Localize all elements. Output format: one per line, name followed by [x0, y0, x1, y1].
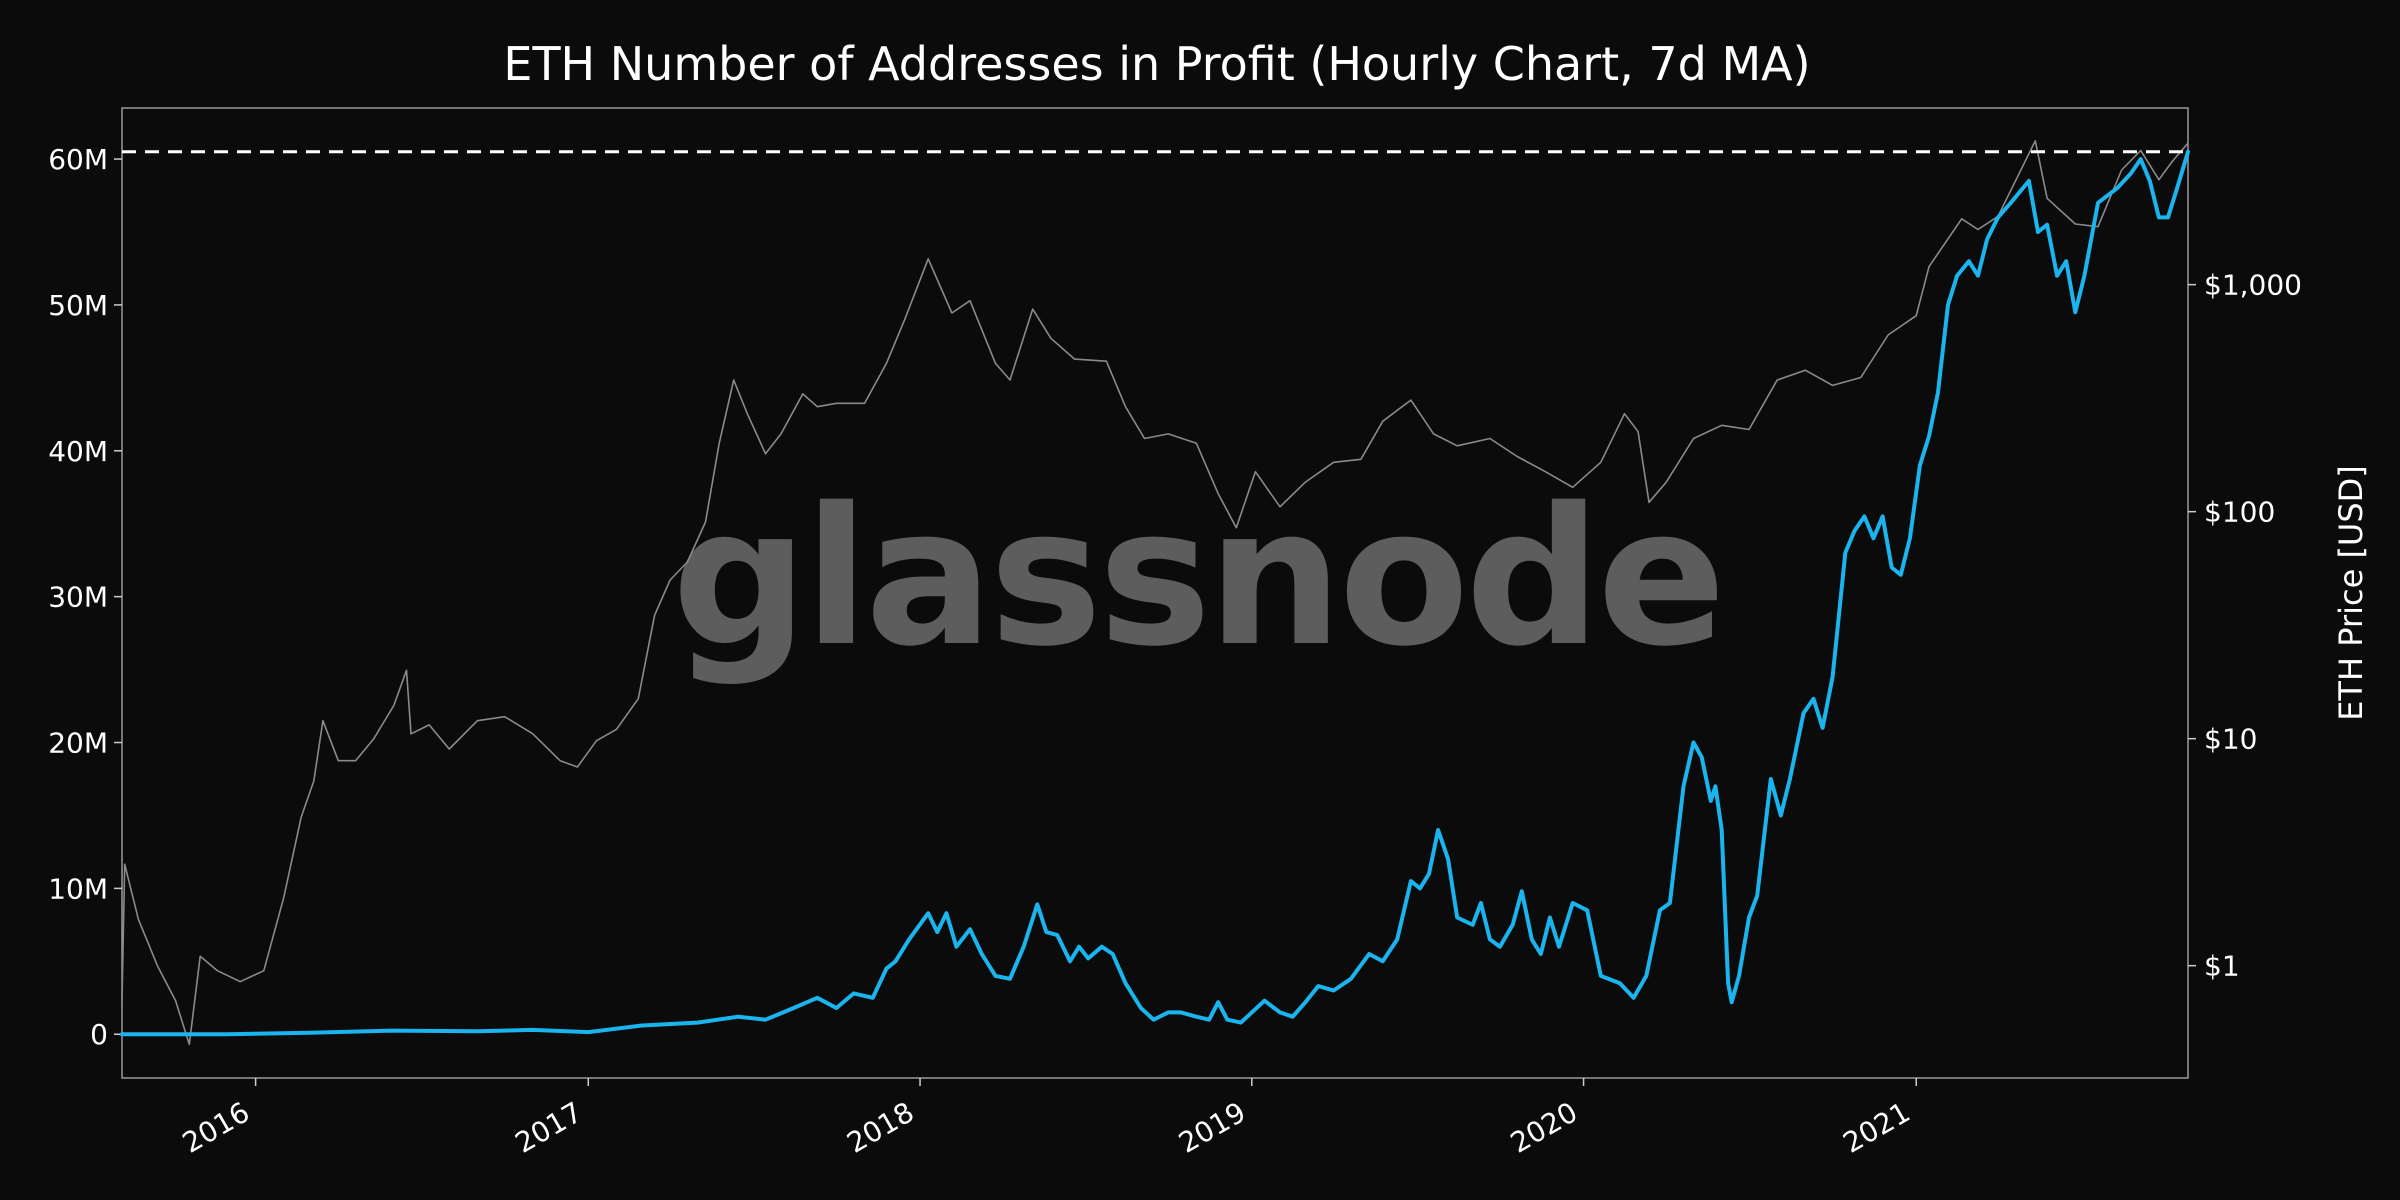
x-tick-label: 2018 [841, 1095, 919, 1159]
x-tick-label: 2019 [1173, 1095, 1251, 1159]
price-series-line [121, 140, 2189, 1046]
y-left-tick-label: 30M [48, 581, 108, 614]
plot-frame [121, 107, 2189, 1079]
y-left-tick-label: 20M [48, 727, 108, 760]
y-left-tick-label: 10M [48, 872, 108, 905]
y-right-axis-label: ETH Price [USD] [2332, 465, 2370, 721]
y-right-axis: $1 $10 $100 $1,000 [2188, 269, 2302, 983]
y-right-tick-label: $10 [2204, 723, 2257, 756]
y-right-tick-label: $1 [2204, 950, 2240, 983]
x-tick-label: 2016 [177, 1095, 255, 1159]
y-right-tick-label: $1,000 [2204, 269, 2302, 302]
chart-title: ETH Number of Addresses in Profit (Hourl… [503, 37, 1810, 91]
x-tick-label: 2021 [1838, 1095, 1916, 1159]
addresses-series-line [120, 149, 2190, 1037]
x-axis: 2016 2017 2018 2019 2020 2021 [177, 1078, 1917, 1160]
y-left-tick-label: 0 [90, 1018, 108, 1051]
y-left-tick-label: 60M [48, 143, 108, 176]
x-tick-label: 2017 [510, 1095, 588, 1159]
x-tick-label: 2020 [1505, 1095, 1583, 1159]
y-left-tick-label: 40M [48, 435, 108, 468]
y-left-axis: 0 10M 20M 30M 40M 50M 60M [48, 143, 122, 1051]
y-left-tick-label: 50M [48, 289, 108, 322]
y-right-tick-label: $100 [2204, 496, 2275, 529]
watermark: glassnode [672, 467, 1722, 688]
